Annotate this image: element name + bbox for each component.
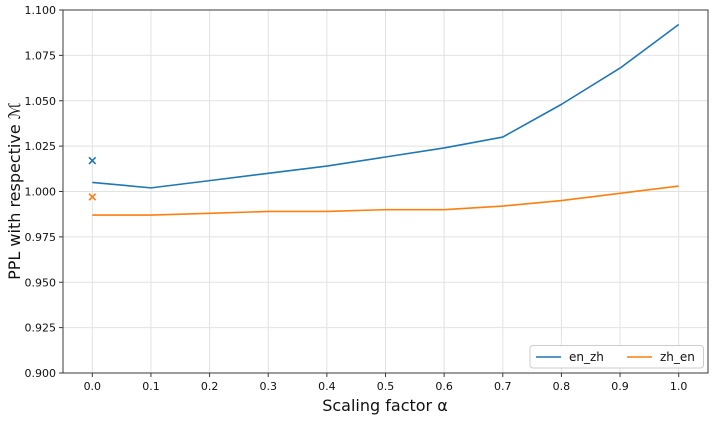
y-tick-label: 1.075: [25, 49, 57, 62]
y-tick-label: 0.900: [25, 367, 57, 380]
x-tick-label: 0.6: [435, 380, 453, 393]
plot-spines: [62, 9, 709, 374]
x-tick-label: 0.5: [377, 380, 395, 393]
series-line-en_zh: [92, 23, 680, 189]
y-tick-label: 1.025: [25, 140, 57, 153]
legend-label-en_zh: en_zh: [569, 350, 604, 364]
x-tick-label: 0.1: [142, 380, 160, 393]
y-axis-label: PPL with respective ℳ: [5, 102, 24, 280]
legend: en_zh zh_en: [529, 345, 704, 369]
x-axis-label: Scaling factor α: [322, 396, 448, 415]
y-tick-label: 1.100: [25, 4, 57, 17]
x-tick-label: 0.0: [84, 380, 102, 393]
x-tick-label: 0.2: [201, 380, 219, 393]
x-tick-label: 0.3: [259, 380, 277, 393]
legend-box: [529, 345, 704, 369]
y-tick-label: 0.975: [25, 231, 57, 244]
x-tick-label: 0.8: [553, 380, 571, 393]
y-tick-label: 1.000: [25, 186, 57, 199]
legend-label-zh_en: zh_en: [660, 350, 695, 364]
marker-stroke: [88, 193, 97, 201]
series-line-zh_en: [92, 185, 679, 216]
x-tick-label: 1.0: [670, 380, 688, 393]
tick-layer: 0.0 0.1 0.2 0.3 0.4 0.5 0.6 0.7 0.8 0.9 1.0 0.900 0.…: [25, 4, 688, 393]
x-tick-label: 0.4: [318, 380, 336, 393]
marker-stroke: [88, 156, 97, 165]
y-tick-label: 0.925: [25, 322, 57, 335]
y-tick-label: 1.050: [25, 95, 57, 108]
series-layer: [88, 23, 680, 216]
y-tick-label: 0.950: [25, 276, 57, 289]
scatter-marker-en_zh: [88, 156, 97, 165]
scatter-marker-zh_en: [88, 193, 97, 201]
x-tick-label: 0.7: [494, 380, 512, 393]
x-tick-label: 0.9: [611, 380, 629, 393]
grid-layer: [63, 9, 708, 374]
